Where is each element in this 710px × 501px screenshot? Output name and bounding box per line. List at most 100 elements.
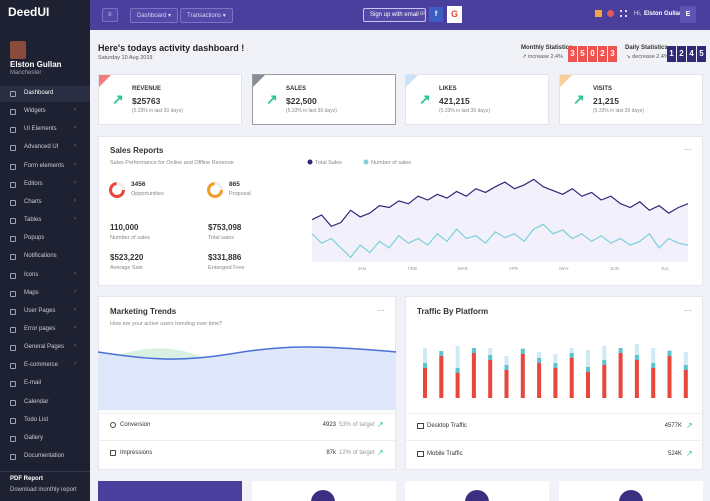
- menu-transactions[interactable]: Transactions ▾: [180, 8, 233, 23]
- legend-marker: [363, 159, 369, 165]
- menu-icon: [10, 199, 16, 206]
- signup-button[interactable]: Sign up with email: [363, 8, 426, 22]
- menu-item[interactable]: Error pages: [24, 325, 56, 332]
- legend-marker: [307, 159, 313, 165]
- icon[interactable]: [607, 10, 614, 17]
- bar-cap: [455, 368, 460, 373]
- menu-item[interactable]: User Pages: [24, 307, 56, 314]
- menu-item[interactable]: General Pages: [24, 344, 65, 351]
- brand: DeedUI: [8, 5, 50, 19]
- panel-title: Traffic By Platform: [417, 307, 489, 316]
- row-value: 524K: [667, 451, 682, 457]
- row-icon: [417, 423, 424, 429]
- digit: 5: [578, 46, 587, 62]
- stat-card: ↗ LIKES 421,215 (5.33% in last 30 days): [405, 74, 549, 125]
- card-corner: [99, 75, 111, 87]
- panel-subtitle: How are your active users trending over …: [110, 321, 223, 327]
- bar-cap: [439, 351, 444, 356]
- icon[interactable]: [595, 10, 602, 17]
- trend-arrow: ↗: [419, 91, 431, 107]
- menu-item[interactable]: Icons: [24, 271, 39, 278]
- digit: 4: [687, 46, 696, 62]
- digit: 3: [608, 46, 617, 62]
- menu-item[interactable]: Advanced UI: [24, 144, 59, 151]
- menu-toggle[interactable]: ≡: [102, 8, 118, 22]
- bar-cap: [520, 349, 525, 354]
- stat-value: $331,886: [208, 253, 242, 262]
- bar: [618, 353, 623, 398]
- digit: 2: [598, 46, 607, 62]
- chevron: ›: [74, 143, 76, 150]
- menu-icon: [10, 326, 16, 333]
- more[interactable]: ···: [684, 306, 692, 315]
- menu-item[interactable]: Widgets: [24, 108, 46, 115]
- panel-subtitle: Sales Performance for Online and Offline…: [110, 160, 234, 166]
- menu-item[interactable]: Charts: [24, 198, 42, 205]
- avatar: [10, 41, 26, 59]
- facebook-button[interactable]: f: [429, 7, 443, 22]
- sidebar: DeedUI Elston Gullan Manchester Dashboar…: [0, 0, 90, 501]
- menu-icon: [10, 181, 16, 188]
- row-target: 12% of target: [339, 450, 375, 456]
- menu-item[interactable]: Todo List: [24, 416, 49, 423]
- card-value: $25763: [132, 96, 161, 106]
- row-icon: [417, 451, 424, 457]
- menu-item[interactable]: Notifications: [24, 253, 57, 260]
- trend-arrow: ↗: [112, 91, 124, 107]
- bar: [634, 360, 639, 398]
- menu-item[interactable]: E-mail: [24, 380, 42, 387]
- menu-item[interactable]: Maps: [24, 289, 39, 296]
- legend-label: Number of sales: [371, 160, 411, 166]
- stat-value: $523,220: [110, 253, 144, 262]
- menu-item[interactable]: Documentation: [24, 453, 65, 459]
- card-note: (5.33% in last 30 days): [593, 108, 644, 114]
- row-value: 87k: [326, 450, 336, 456]
- bar: [423, 368, 427, 398]
- more[interactable]: ···: [684, 145, 692, 154]
- digit: 0: [588, 46, 597, 62]
- card-corner: [560, 75, 572, 87]
- bar-cap: [602, 360, 607, 365]
- menu-item[interactable]: E-commerce: [24, 362, 59, 369]
- digit: 2: [677, 46, 686, 62]
- menu-item[interactable]: Calendar: [24, 398, 49, 405]
- bar-cap: [504, 365, 509, 370]
- menu-item[interactable]: UI Elements: [24, 126, 57, 133]
- text: decrease 2.4%: [632, 54, 669, 60]
- menu-item[interactable]: Popups: [24, 235, 45, 242]
- bar-cap: [553, 363, 558, 368]
- google-button[interactable]: G: [447, 6, 462, 23]
- menu-item[interactable]: Dashboard: [24, 90, 54, 96]
- menu-item[interactable]: Editors: [24, 180, 43, 187]
- menu-dashboard[interactable]: Dashboard ▾: [130, 8, 179, 23]
- row-value: 4923: [322, 422, 336, 428]
- menu-item[interactable]: Form elements: [24, 162, 65, 169]
- bar-cap: [423, 363, 427, 368]
- card-note: (5.33% in last 30 days): [439, 108, 490, 114]
- menu-item[interactable]: Tables: [24, 217, 42, 224]
- footer-text[interactable]: Download monthly report: [10, 487, 77, 493]
- bar-cap: [667, 351, 672, 356]
- monthly-label: Monthly Statistics: [521, 45, 573, 51]
- row-arrow: ↗: [686, 421, 693, 430]
- x-tick-label: MAY: [559, 266, 568, 271]
- menu-icon: [10, 399, 16, 406]
- donut: [207, 182, 223, 198]
- bar: [504, 370, 509, 398]
- more[interactable]: ···: [377, 306, 385, 315]
- digit: 5: [697, 46, 706, 62]
- bottom-card: [98, 481, 242, 501]
- bar: [651, 368, 656, 398]
- daily-change: ↘ decrease 2.4%: [626, 54, 669, 60]
- icon[interactable]: [620, 10, 627, 17]
- bottom-icon: [465, 490, 489, 501]
- menu-item[interactable]: Gallery: [24, 434, 44, 441]
- card-label: LIKES: [439, 86, 457, 92]
- stat-label: Proposal: [229, 191, 251, 197]
- bar-cap: [618, 348, 623, 353]
- bar-cap: [488, 355, 493, 360]
- avatar[interactable]: E: [680, 6, 696, 23]
- stat-value: $753,098: [208, 223, 242, 232]
- chevron: ›: [74, 324, 76, 331]
- sidebar-footer: [0, 471, 90, 501]
